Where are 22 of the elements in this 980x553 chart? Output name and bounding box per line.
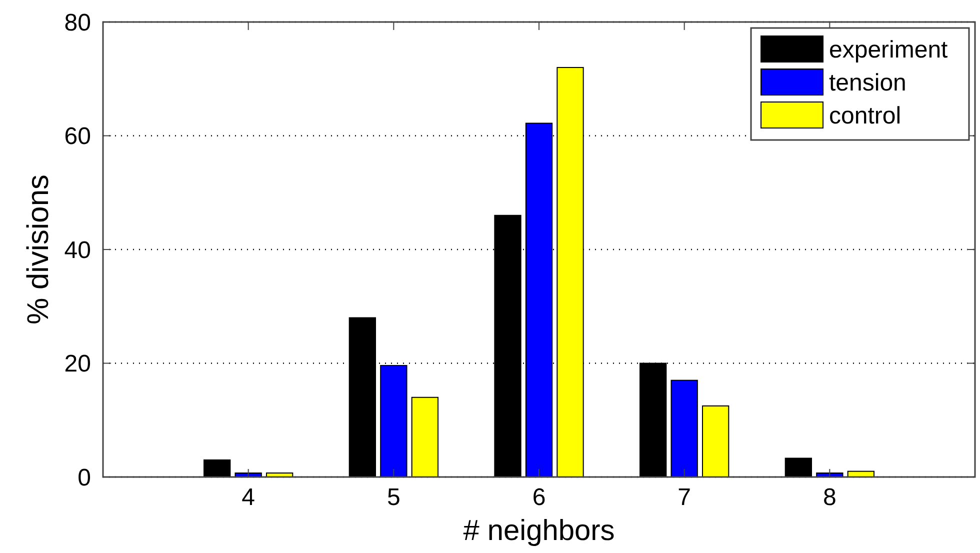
x-tick-label: 5 <box>386 484 400 511</box>
bar <box>702 405 730 478</box>
bar <box>204 459 231 478</box>
bar <box>784 458 812 478</box>
y-tick-label: 20 <box>64 350 91 378</box>
x-tick-label: 4 <box>242 484 256 511</box>
x-tick-label: 8 <box>822 484 836 511</box>
x-tick-label: 6 <box>532 484 546 511</box>
y-tick-label: 40 <box>64 236 91 264</box>
bar <box>348 317 376 478</box>
x-tick-label: 7 <box>678 484 692 511</box>
x-axis-title: # neighbors <box>463 515 615 547</box>
legend-label: experiment <box>829 36 948 64</box>
bar <box>670 380 698 478</box>
y-tick-label: 60 <box>64 123 91 150</box>
legend-label: control <box>829 102 902 130</box>
legend-label: tension <box>829 69 906 96</box>
bar <box>556 67 584 478</box>
y-tick-label: 0 <box>78 464 91 492</box>
y-tick-label: 80 <box>64 9 91 36</box>
bar <box>411 396 438 478</box>
y-axis-title: % divisions <box>22 174 55 325</box>
